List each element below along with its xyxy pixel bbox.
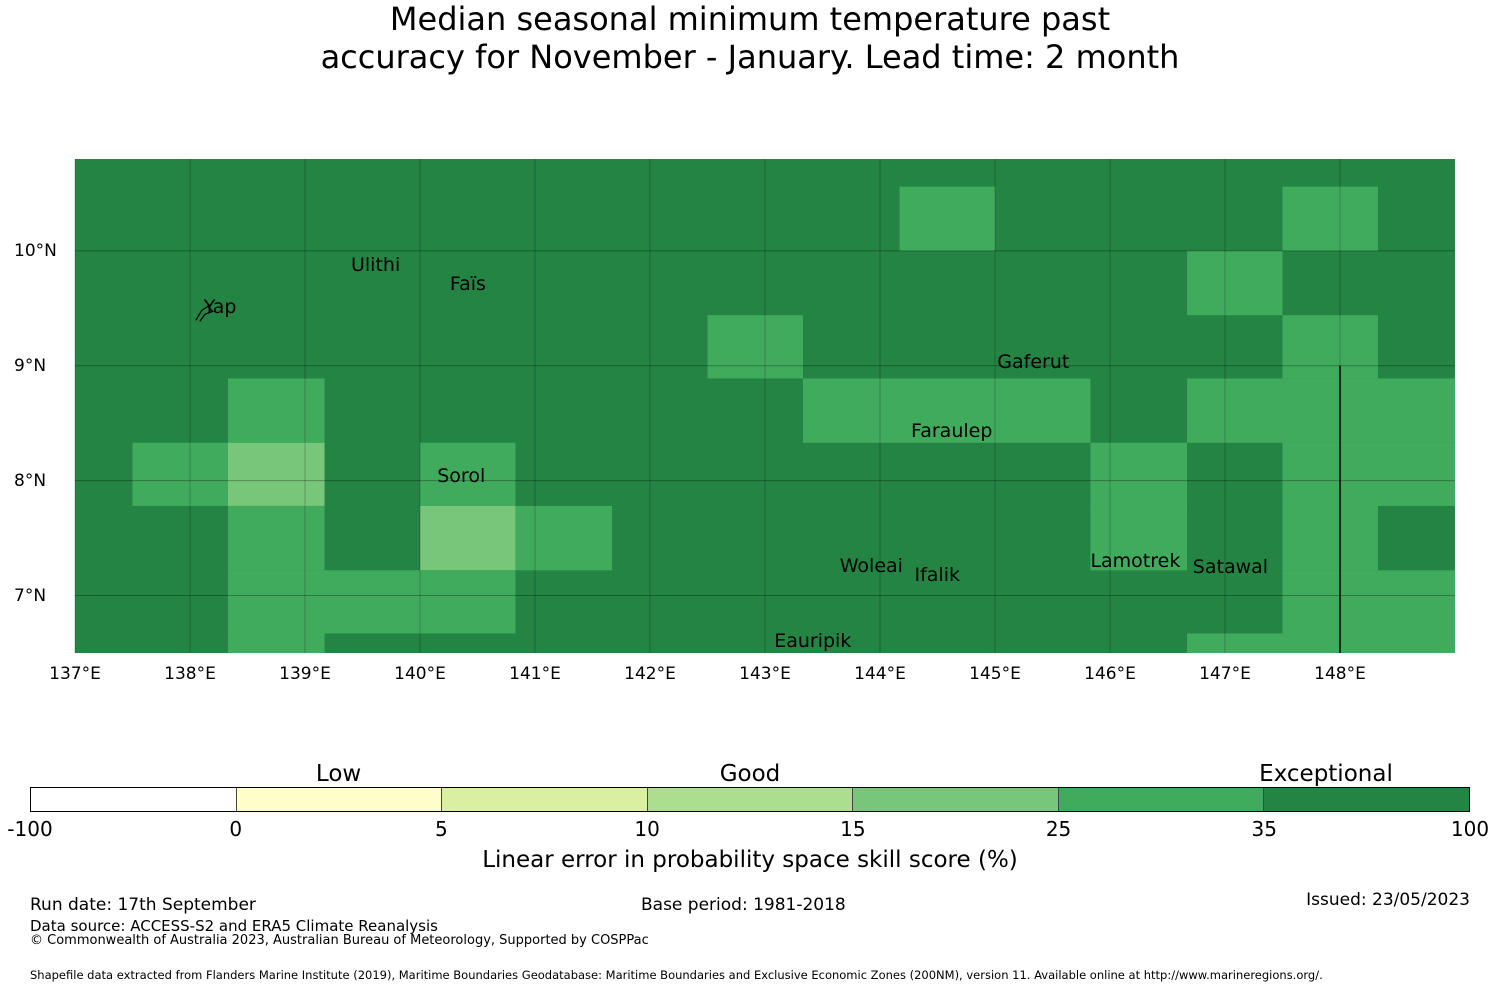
chart-title: Median seasonal minimum temperature past… [0, 0, 1500, 76]
place-label: Ulithi [351, 253, 401, 276]
lat-tick-label: 10°N [14, 240, 57, 261]
skill-cell [227, 633, 325, 653]
legend-tick-label: 5 [435, 817, 448, 841]
skill-cell [899, 186, 995, 251]
legend-tick-label: 35 [1251, 817, 1278, 841]
skill-cell [1282, 186, 1378, 251]
issued-date: Issued: 23/05/2023 [1306, 890, 1470, 910]
place-label: Satawal [1192, 555, 1269, 578]
legend-color-segment [647, 788, 854, 811]
legend-color-segment [31, 788, 237, 811]
title-line-1: Median seasonal minimum temperature past [389, 0, 1111, 38]
skill-cell [420, 505, 516, 571]
lon-tick-label: 146°E [1084, 664, 1136, 684]
legend-tick-label: 10 [634, 817, 660, 841]
place-label: Sorol [437, 465, 486, 488]
skill-cell [1187, 250, 1283, 316]
skill-cell [1282, 315, 1378, 379]
lon-tick-label: 138°E [164, 664, 216, 684]
copyright: © Commonwealth of Australia 2023, Austra… [30, 933, 649, 948]
lon-tick-label: 142°E [624, 664, 676, 684]
legend-tick-label: 100 [1450, 817, 1490, 841]
data-source: Data source: ACCESS-S2 and ERA5 Climate … [30, 917, 438, 935]
place-label: Faraulep [911, 420, 993, 443]
skill-cell [1187, 633, 1455, 653]
skill-cell [1282, 505, 1378, 571]
map-svg [74, 159, 1455, 653]
legend-colorbar [30, 787, 1470, 812]
skill-cell [1090, 505, 1188, 571]
legend: Linear error in probability space skill … [0, 755, 1500, 875]
skill-cell [132, 442, 228, 506]
skill-cell [802, 378, 1091, 443]
skill-cell [227, 570, 516, 634]
skill-cell [1090, 442, 1188, 506]
legend-tick-label: -100 [7, 817, 53, 841]
place-label: Yap [203, 296, 237, 319]
lon-tick-label: 143°E [739, 664, 791, 684]
legend-color-segment [236, 788, 443, 811]
skill-cell [227, 378, 325, 443]
lat-tick-label: 7°N [14, 585, 47, 606]
skill-cell [515, 505, 613, 571]
legend-tick-label: 0 [229, 817, 243, 841]
legend-category-label: Good [719, 761, 781, 787]
lat-tick-label: 8°N [14, 470, 47, 491]
run-date: Run date: 17th September [30, 895, 256, 915]
place-label: Ifalik [914, 564, 961, 587]
legend-category-label: Exceptional [1259, 761, 1393, 787]
legend-color-segment [1058, 788, 1265, 811]
legend-title: Linear error in probability space skill … [482, 847, 1018, 873]
yap-island-outline [195, 305, 214, 322]
place-label: Lamotrek [1090, 550, 1181, 573]
lon-tick-label: 147°E [1199, 664, 1251, 684]
lon-tick-label: 144°E [854, 664, 906, 684]
lon-tick-label: 137°E [49, 664, 101, 684]
map-panel: 10°N 9°N 8°N 7°N 137°E 138°E 139°E 140°E 141°E 14… [0, 150, 1500, 695]
skill-cell [1282, 570, 1455, 634]
legend-color-segment [1264, 788, 1470, 811]
skill-cell [707, 315, 803, 379]
lat-tick-label: 9°N [14, 355, 47, 376]
place-label: Faïs [449, 273, 486, 296]
shapefile-credit: Shapefile data extracted from Flanders M… [30, 968, 1323, 982]
skill-cell [1187, 378, 1455, 443]
legend-color-segment [853, 788, 1059, 811]
legend-category-label: Low [315, 761, 362, 787]
legend-tick-label: 25 [1045, 817, 1072, 841]
skill-cell [1282, 442, 1455, 506]
legend-tick-label: 15 [840, 817, 866, 841]
lon-tick-label: 141°E [509, 664, 561, 684]
base-period: Base period: 1981-2018 [641, 895, 846, 915]
place-label: Eauripik [774, 629, 852, 652]
skill-cell [227, 505, 325, 571]
lon-tick-label: 140°E [394, 664, 446, 684]
place-label: Woleai [839, 554, 903, 577]
lon-tick-label: 148°E [1314, 664, 1366, 684]
place-label: Gaferut [997, 351, 1070, 374]
title-line-2: accuracy for November - January. Lead ti… [320, 38, 1180, 76]
skill-cell [227, 442, 325, 506]
lon-tick-label: 145°E [969, 664, 1021, 684]
lon-tick-label: 139°E [279, 664, 331, 684]
legend-color-segment [442, 788, 648, 811]
skill-cell [420, 442, 516, 506]
